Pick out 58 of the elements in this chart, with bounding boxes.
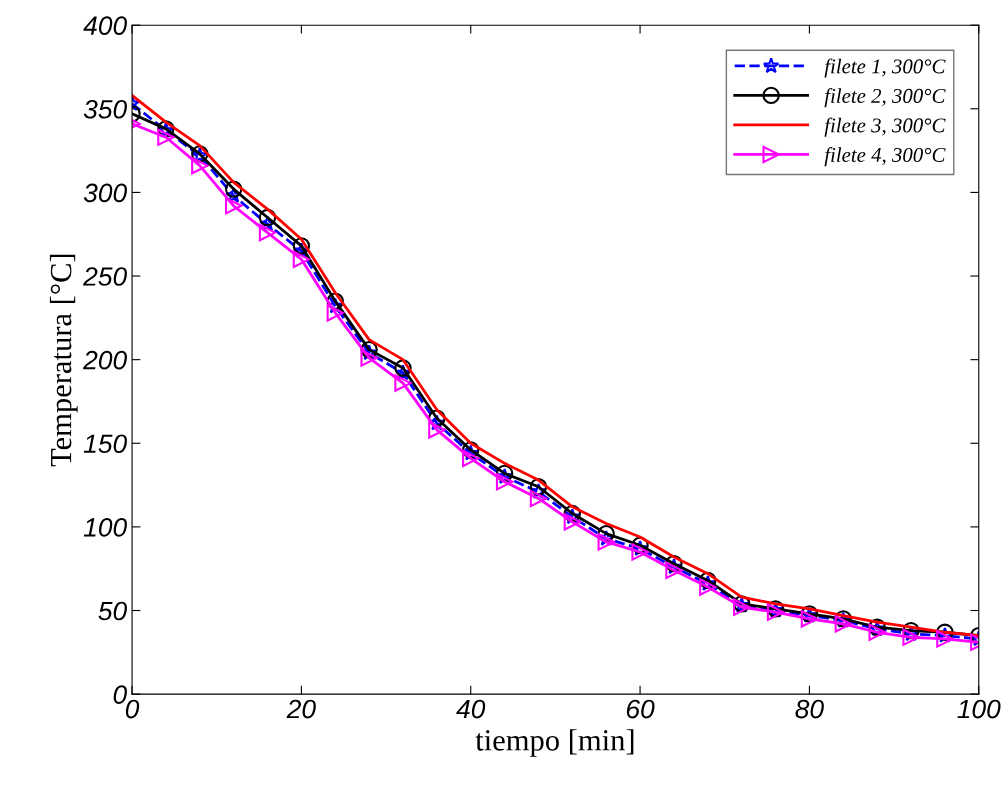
legend-label: filete 2, 300°C [824,88,946,108]
y-tick-label: 0 [113,685,127,704]
point [360,349,378,367]
point [259,215,276,232]
point [563,513,582,531]
point [224,197,243,215]
point [360,340,378,359]
point [191,156,209,175]
point [563,504,582,523]
point [292,237,311,255]
point [936,630,954,648]
point [902,628,920,646]
y-tick-label: 400 [83,16,127,36]
point [665,561,683,580]
point [258,223,277,242]
y-tick-label: 250 [83,267,127,286]
y-tick-label: 50 [98,601,127,621]
legend-label: filete 3, 300°C [824,117,946,137]
point [326,304,344,322]
point [225,187,242,203]
point [157,128,175,146]
x-tick-label: 80 [795,699,824,719]
point [529,478,548,496]
y-tick-label: 150 [83,434,127,454]
point [495,464,514,483]
y-tick-label: 300 [83,183,127,203]
point [800,610,819,628]
point [292,250,311,268]
y-tick-label: 100 [83,518,127,537]
y-axis-title: Temperatura [°C] [49,254,78,467]
point [462,449,480,468]
point [597,533,615,551]
point [394,359,412,377]
point [428,421,446,439]
y-tick-label: 350 [83,99,127,119]
point [631,543,649,561]
point [529,489,548,508]
point [564,508,581,525]
x-tick-label: 100 [957,699,1001,719]
point [699,578,717,596]
legend-label: filete 1, 300°C [824,58,946,78]
point [902,621,920,640]
point [224,180,243,198]
legend-label: filete 4, 300°C [824,147,946,167]
point [496,468,513,484]
point [495,473,514,491]
x-tick-label: 0 [125,699,140,719]
point [394,374,412,392]
x-tick-label: 40 [456,699,486,719]
x-tick-label: 20 [286,699,316,719]
point [699,571,717,590]
x-tick-label: 60 [626,699,655,719]
y-tick-label: 200 [83,350,127,370]
point [868,623,886,641]
point [834,615,852,633]
point [326,292,344,310]
x-axis-title: tiempo [min] [475,729,634,757]
point [258,208,277,227]
